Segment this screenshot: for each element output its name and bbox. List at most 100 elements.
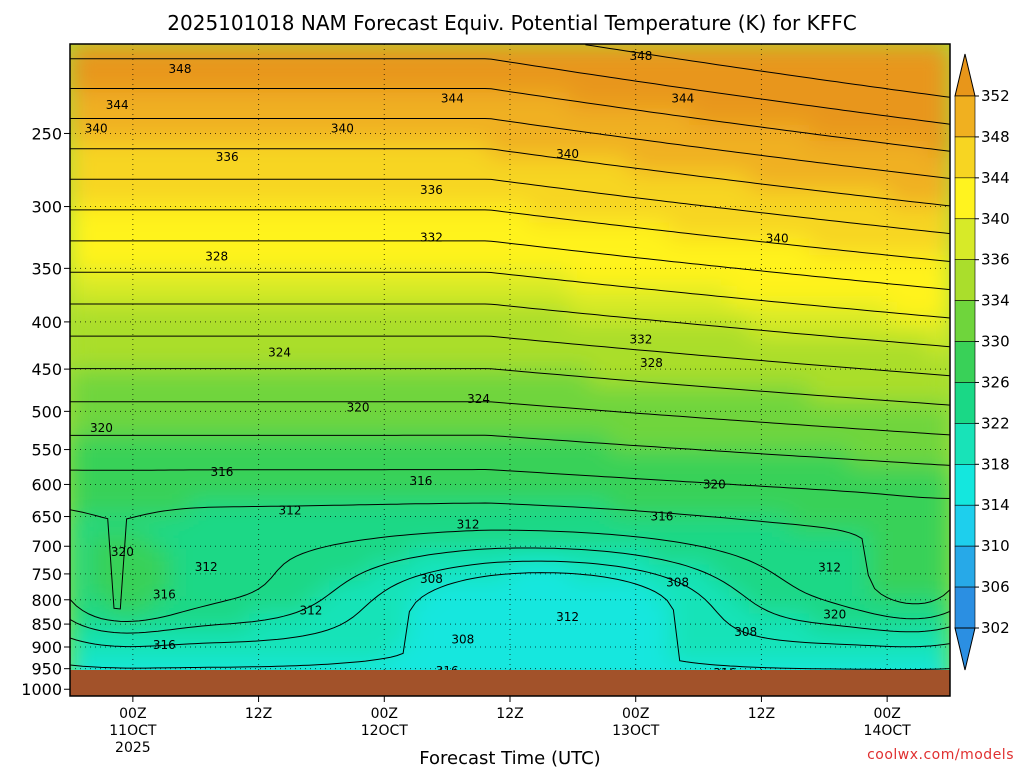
- field-cell: [149, 385, 171, 404]
- field-cell: [489, 597, 511, 616]
- field-cell: [109, 108, 131, 127]
- field-cell: [209, 91, 231, 111]
- field-cell: [529, 75, 551, 94]
- field-cell: [89, 157, 111, 176]
- field-cell: [169, 238, 191, 257]
- field-cell: [909, 238, 931, 257]
- field-cell: [629, 499, 651, 518]
- field-cell: [389, 91, 411, 111]
- field-cell: [549, 75, 571, 94]
- field-cell: [349, 222, 371, 241]
- field-cell: [89, 580, 111, 600]
- field-cell: [149, 44, 171, 62]
- field-cell: [269, 91, 291, 111]
- field-cell: [169, 466, 191, 486]
- field-cell: [689, 385, 711, 404]
- field-cell: [369, 646, 391, 665]
- field-cell: [129, 369, 151, 388]
- field-cell: [89, 515, 111, 534]
- colorbar-segment: [954, 300, 976, 342]
- field-cell: [169, 320, 191, 339]
- field-cell: [70, 369, 91, 388]
- field-cell: [349, 238, 371, 257]
- field-cell: [149, 320, 171, 339]
- field-cell: [829, 206, 851, 225]
- field-cell: [669, 287, 691, 306]
- field-cell: [149, 597, 171, 616]
- field-cell: [809, 320, 831, 339]
- field-cell: [709, 515, 731, 534]
- field-cell: [629, 91, 651, 111]
- contour-line: [70, 178, 950, 235]
- field-cell: [689, 271, 711, 290]
- field-cell: [429, 108, 451, 127]
- field-cell: [329, 108, 351, 127]
- field-cell: [249, 499, 271, 518]
- contour-label: 312: [299, 604, 322, 618]
- field-cell: [809, 450, 831, 469]
- field-cell: [229, 515, 251, 534]
- field-cell: [889, 597, 911, 616]
- field-cell: [389, 157, 411, 176]
- field-cell: [829, 417, 851, 437]
- field-cell: [349, 336, 371, 355]
- field-cell: [929, 499, 950, 518]
- field-cell: [509, 173, 531, 192]
- field-cell: [229, 646, 251, 665]
- field-cell: [309, 466, 331, 486]
- field-cell: [629, 352, 651, 371]
- field-cell: [189, 450, 211, 469]
- colorbar-label: 344: [981, 169, 1010, 187]
- field-cell: [609, 222, 631, 241]
- contour-label: 332: [420, 230, 443, 244]
- field-cell: [629, 271, 651, 290]
- field-cell: [489, 222, 511, 241]
- field-cell: [869, 385, 891, 404]
- field-cell: [769, 548, 791, 567]
- field-cell: [189, 59, 211, 78]
- field-cell: [329, 173, 351, 192]
- field-cell: [109, 401, 131, 420]
- field-cell: [549, 336, 571, 355]
- field-cell: [529, 303, 551, 323]
- field-cell: [609, 548, 631, 567]
- field-cell: [929, 548, 950, 567]
- field-cell: [169, 499, 191, 518]
- field-cell: [70, 401, 91, 420]
- field-cell: [729, 254, 751, 274]
- field-cell: [709, 417, 731, 437]
- field-cell: [649, 417, 671, 437]
- field-cell: [929, 401, 950, 420]
- field-cell: [629, 385, 651, 404]
- field-cell: [129, 271, 151, 290]
- field-cell: [109, 91, 131, 111]
- field-cell: [189, 140, 211, 160]
- field-cell: [189, 189, 211, 208]
- field-cell: [609, 352, 631, 371]
- field-cell: [909, 646, 931, 665]
- field-cell: [629, 303, 651, 323]
- field-cell: [109, 450, 131, 469]
- field-cell: [389, 580, 411, 600]
- field-cell: [609, 434, 631, 453]
- field-cell: [789, 629, 811, 649]
- field-cell: [349, 401, 371, 420]
- colorbar-label: 318: [981, 455, 1010, 473]
- field-cell: [909, 629, 931, 649]
- field-cell: [769, 336, 791, 355]
- field-cell: [349, 629, 371, 649]
- field-cell: [869, 662, 891, 670]
- field-cell: [349, 140, 371, 160]
- field-cell: [549, 222, 571, 241]
- field-cell: [809, 222, 831, 241]
- field-cell: [649, 401, 671, 420]
- field-cell: [569, 532, 591, 551]
- field-cell: [249, 483, 271, 502]
- contour-label: 320: [823, 608, 846, 622]
- field-cell: [389, 303, 411, 323]
- field-cell: [249, 287, 271, 306]
- field-cell: [349, 613, 371, 632]
- field-cell: [889, 173, 911, 192]
- field-cell: [429, 75, 451, 94]
- field-cell: [469, 287, 491, 306]
